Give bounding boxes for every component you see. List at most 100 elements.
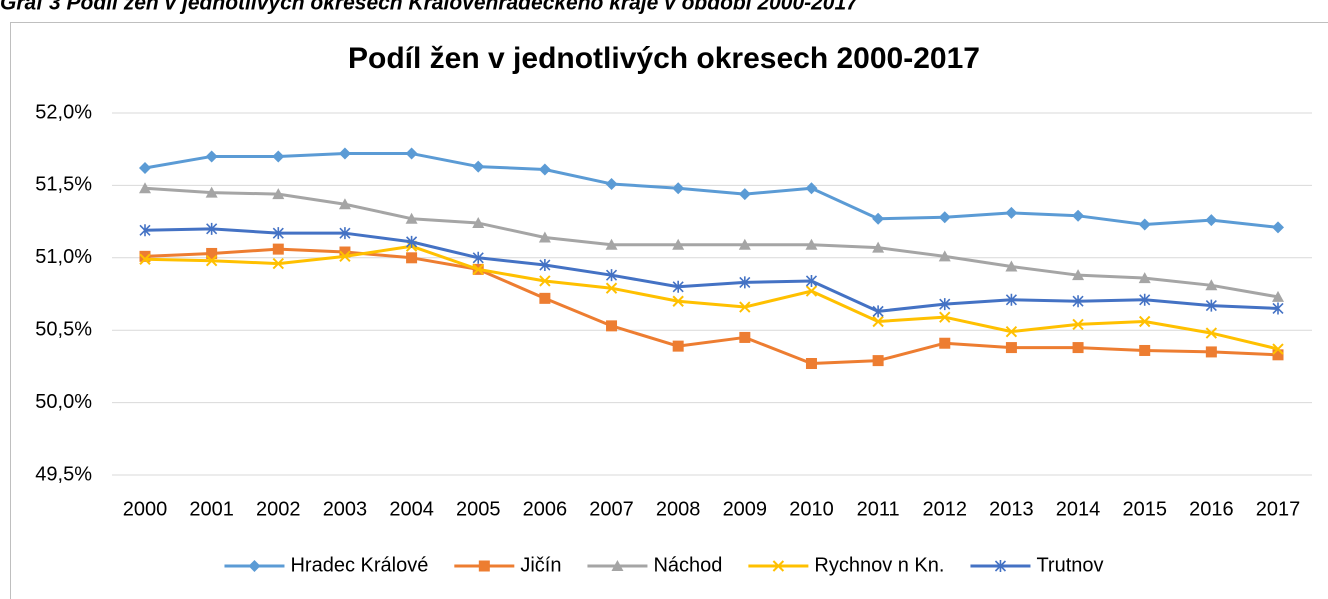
marker — [1138, 272, 1151, 284]
legend-label: Rychnov n Kn. — [814, 554, 944, 576]
x-tick-label: 2002 — [256, 498, 301, 520]
legend-label: Náchod — [653, 554, 722, 576]
marker — [272, 243, 284, 255]
chart-border — [10, 22, 1328, 599]
marker — [1139, 293, 1151, 306]
marker — [1272, 221, 1284, 234]
marker — [205, 150, 218, 163]
marker — [139, 224, 151, 237]
marker — [738, 238, 751, 250]
marker — [605, 269, 618, 282]
marker — [338, 198, 351, 210]
marker — [406, 252, 418, 264]
marker — [472, 217, 485, 229]
x-tick-label: 2009 — [723, 498, 768, 520]
x-tick-label: 2011 — [857, 498, 900, 520]
marker — [872, 315, 884, 328]
marker — [478, 560, 490, 572]
x-tick-label: 2014 — [1056, 498, 1101, 520]
marker — [805, 358, 817, 370]
legend-item: Rychnov n Kn. — [748, 554, 944, 576]
marker — [1205, 346, 1217, 358]
marker — [205, 254, 218, 267]
marker — [472, 263, 484, 276]
marker — [805, 238, 818, 250]
x-tick-label: 2007 — [589, 498, 634, 520]
marker — [472, 160, 485, 173]
marker — [538, 231, 551, 243]
x-tick-label: 2013 — [989, 498, 1034, 520]
marker — [672, 280, 684, 293]
x-tick-label: 2000 — [123, 498, 168, 520]
marker — [539, 292, 551, 304]
y-tick-label: 49,5% — [35, 463, 92, 485]
chart-title: Podíl žen v jednotlivých okresech 2000-2… — [348, 42, 980, 75]
marker — [539, 275, 551, 287]
marker — [672, 340, 684, 352]
marker — [139, 162, 151, 175]
marker — [1272, 290, 1284, 302]
marker — [1272, 343, 1284, 355]
marker — [272, 227, 284, 240]
marker — [1005, 293, 1017, 306]
marker — [406, 235, 418, 248]
marker — [1005, 342, 1017, 354]
marker — [272, 150, 285, 163]
legend-label: Jičín — [520, 554, 561, 576]
marker — [805, 285, 818, 297]
marker — [1205, 279, 1218, 291]
marker — [272, 257, 285, 270]
marker — [605, 238, 618, 250]
marker — [405, 212, 418, 224]
marker — [805, 274, 818, 287]
marker — [248, 560, 261, 572]
y-tick-label: 51,0% — [35, 246, 92, 268]
marker — [339, 227, 351, 240]
marker — [738, 188, 751, 201]
marker — [472, 251, 484, 264]
caption: Graf 3 Podíl žen v jednotlivých okresech… — [0, 0, 859, 15]
marker — [1205, 327, 1218, 339]
marker — [1072, 318, 1084, 331]
x-tick-label: 2003 — [323, 498, 368, 520]
x-tick-label: 2016 — [1189, 498, 1234, 520]
marker — [206, 222, 218, 235]
marker — [339, 250, 351, 263]
marker — [1005, 260, 1018, 272]
y-tick-label: 50,5% — [35, 318, 92, 340]
y-tick-label: 52,0% — [35, 101, 92, 123]
legend-item: Trutnov — [970, 554, 1104, 576]
marker — [938, 250, 951, 262]
marker — [206, 247, 218, 259]
marker — [672, 238, 685, 250]
x-tick-label: 2008 — [656, 498, 701, 520]
marker — [1139, 315, 1151, 328]
x-tick-label: 2005 — [456, 498, 501, 520]
marker — [338, 147, 351, 160]
legend-item: Jičín — [454, 554, 561, 576]
marker — [1005, 206, 1018, 219]
marker — [939, 298, 951, 311]
marker — [605, 282, 618, 294]
y-tick-label: 51,5% — [35, 174, 92, 196]
marker — [994, 560, 1007, 572]
marker — [939, 337, 951, 349]
marker — [1272, 349, 1284, 361]
legend-label: Trutnov — [1036, 554, 1103, 576]
marker — [739, 301, 751, 313]
y-tick-label: 50,0% — [35, 391, 92, 413]
x-tick-label: 2010 — [789, 498, 834, 520]
marker — [606, 320, 618, 332]
marker — [872, 241, 885, 253]
marker — [139, 182, 151, 194]
marker — [538, 163, 551, 176]
series-line — [144, 152, 1279, 229]
marker — [405, 147, 418, 160]
marker — [739, 276, 751, 289]
series-line — [144, 244, 1279, 351]
x-tick-label: 2015 — [1122, 498, 1167, 520]
marker — [272, 188, 285, 200]
marker — [772, 560, 785, 572]
x-tick-label: 2001 — [189, 498, 234, 520]
marker — [1072, 269, 1085, 281]
